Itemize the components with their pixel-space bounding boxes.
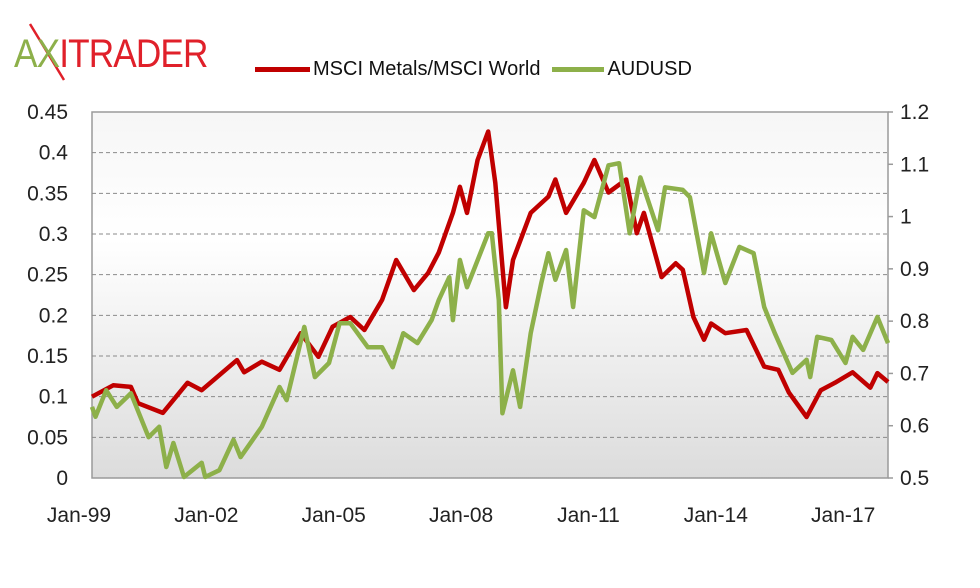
right-tick-label: 0.7: [900, 362, 929, 385]
right-tick-label: 0.5: [900, 467, 929, 490]
series-line-audusd: [89, 160, 891, 480]
legend-item-audusd: AUDUSD: [552, 58, 692, 81]
right-tick-label: 0.6: [900, 415, 929, 438]
x-tick-label: Jan-17: [811, 504, 875, 527]
left-tick-label: 0.35: [27, 182, 68, 205]
left-tick-label: 0.2: [39, 304, 68, 327]
left-tick-label: 0.3: [39, 223, 68, 246]
series-line-msci-metals-world: [90, 129, 890, 420]
logo-slash: [28, 23, 66, 81]
x-tick-label: Jan-02: [174, 504, 238, 527]
legend-label-msci: MSCI Metals/MSCI World: [313, 58, 541, 80]
legend-swatch-audusd: [552, 67, 605, 72]
left-tick-label: 0.4: [39, 142, 69, 165]
legend-label-audusd: AUDUSD: [607, 58, 692, 80]
left-tick-label: 0: [56, 467, 68, 490]
series-lines: [89, 129, 891, 480]
right-tick-label: 0.8: [900, 310, 929, 333]
right-tick-label: 1: [900, 206, 912, 229]
right-tick-label: 1.2: [900, 101, 929, 124]
plot-area: [91, 111, 889, 479]
left-tick-label: 0.1: [39, 386, 68, 409]
right-axis-ticks: 0.5 0.6 0.7 0.8 0.9 1 1.1 1.2: [888, 101, 929, 490]
legend-swatch-msci: [255, 67, 310, 72]
left-axis-ticks: 0 0.05 0.1 0.15 0.2 0.25 0.3 0.35 0.4 0.45: [27, 101, 68, 490]
x-tick-label: Jan-08: [429, 504, 493, 527]
right-tick-label: 1.1: [900, 153, 929, 176]
x-tick-label: Jan-14: [684, 504, 749, 527]
left-tick-label: 0.15: [27, 345, 68, 368]
legend-item-msci: MSCI Metals/MSCI World: [255, 58, 540, 81]
axitrader-logo: AXITRADER: [12, 22, 212, 92]
x-tick-label: Jan-05: [302, 504, 366, 527]
right-tick-label: 0.9: [900, 258, 929, 281]
x-tick-label: Jan-99: [47, 504, 111, 527]
logo-text: AXITRADER: [14, 32, 208, 76]
left-tick-label: 0.05: [27, 426, 68, 449]
left-tick-label: 0.25: [27, 264, 68, 287]
chart-legend: MSCI Metals/MSCI World AUDUSD: [255, 58, 702, 81]
x-tick-label: Jan-11: [557, 504, 620, 527]
x-axis-ticks: Jan-99 Jan-02 Jan-05 Jan-08 Jan-11 Jan-14 Jan-…: [47, 504, 875, 527]
left-tick-label: 0.45: [27, 101, 68, 124]
